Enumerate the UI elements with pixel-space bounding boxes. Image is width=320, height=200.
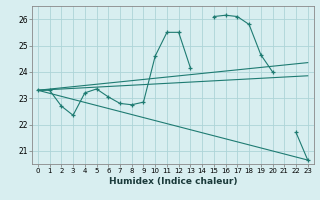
X-axis label: Humidex (Indice chaleur): Humidex (Indice chaleur) <box>108 177 237 186</box>
